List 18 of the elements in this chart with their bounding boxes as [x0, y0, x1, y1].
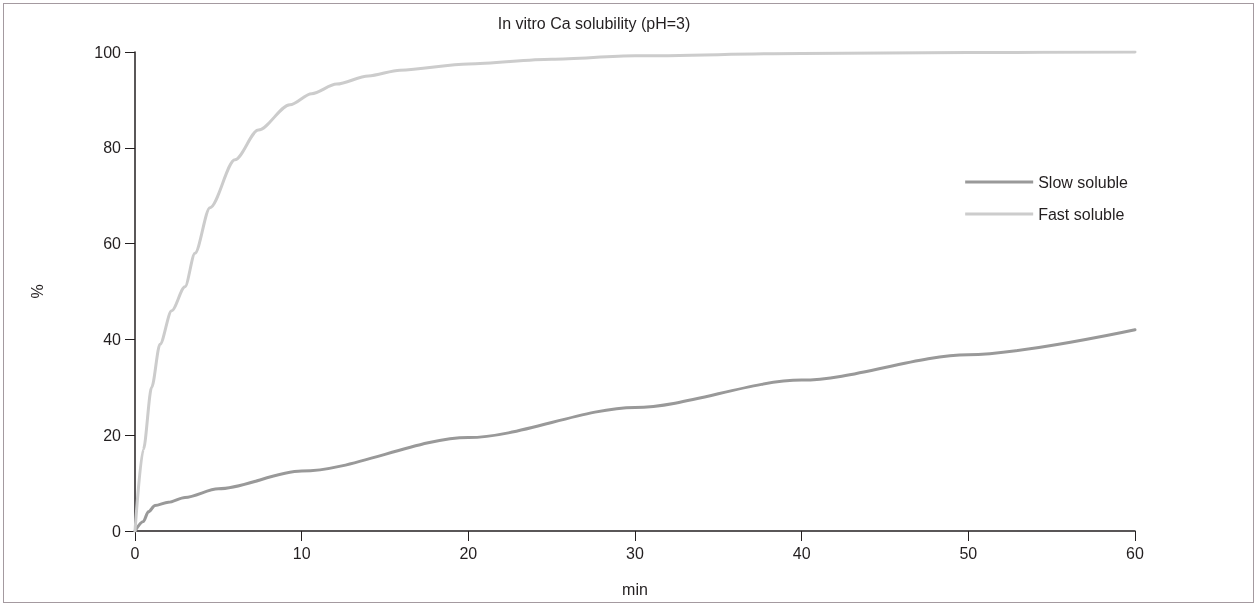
x-tick-label: 20 — [459, 544, 478, 562]
x-tick-label: 30 — [626, 544, 644, 562]
y-tick-label: 0 — [112, 522, 122, 540]
y-axis-title: % — [28, 284, 46, 299]
x-tick-label: 60 — [1126, 544, 1144, 562]
y-tick-label: 80 — [103, 139, 122, 157]
y-tick-label: 60 — [103, 235, 122, 253]
x-tick-label: 40 — [792, 544, 811, 562]
y-tick-label: 100 — [94, 43, 122, 61]
legend-label: Slow soluble — [1038, 173, 1129, 191]
x-tick-label: 50 — [959, 544, 978, 562]
x-axis-title: min — [622, 580, 648, 598]
x-tick-label: 0 — [130, 544, 140, 562]
x-tick-label: 10 — [292, 544, 311, 562]
y-tick-label: 20 — [103, 426, 122, 444]
legend-label: Fast soluble — [1038, 205, 1125, 223]
chart-title: In vitro Ca solubility (pH=3) — [497, 14, 691, 32]
y-tick-label: 40 — [103, 330, 122, 348]
